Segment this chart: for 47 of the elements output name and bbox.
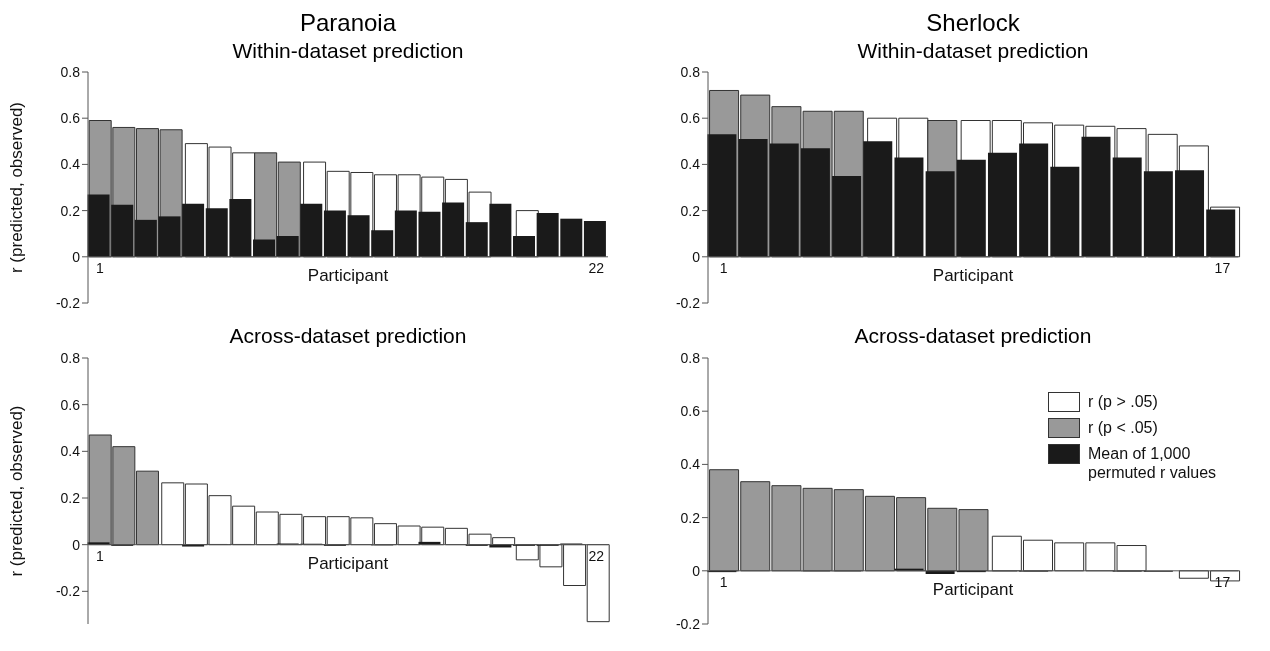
y-tick-label: 0.6 — [680, 403, 701, 420]
y-tick-label: 0.4 — [60, 156, 81, 173]
y-tick-label: 0 — [72, 536, 81, 553]
x-tick-label: 1 — [719, 573, 728, 590]
y-axis-title: r (predicted, observed) — [7, 405, 27, 577]
x-tick-label: 1 — [95, 547, 104, 564]
y-tick-label: 0.6 — [680, 110, 701, 127]
x-tick-label: 17 — [1214, 573, 1231, 590]
chart-title: Paranoia — [298, 8, 398, 38]
y-tick-label: 0.4 — [680, 156, 701, 173]
chart-title: Across-dataset prediction — [853, 323, 1093, 349]
x-tick-label: 1 — [95, 259, 104, 276]
y-axis-title: r (predicted, observed) — [7, 101, 27, 274]
y-tick-label: 0 — [692, 562, 701, 579]
y-tick-label: 0.4 — [680, 456, 701, 473]
chart-subtitle: Within-dataset prediction — [231, 38, 465, 64]
x-tick-label: 22 — [588, 259, 605, 276]
y-tick-label: -0.2 — [55, 294, 81, 311]
y-tick-label: 0.8 — [680, 63, 701, 80]
x-axis-title: Participant — [307, 553, 389, 573]
y-tick-label: 0.8 — [60, 349, 81, 366]
x-tick-label: 17 — [1214, 259, 1231, 276]
y-tick-label: 0.4 — [60, 443, 81, 460]
x-tick-label: 22 — [588, 547, 605, 564]
y-tick-label: 0.6 — [60, 110, 81, 127]
y-tick-label: 0.2 — [680, 509, 701, 526]
x-tick-label: 1 — [719, 259, 728, 276]
y-tick-label: 0.2 — [680, 202, 701, 219]
y-tick-label: -0.2 — [675, 294, 701, 311]
y-tick-label: 0 — [692, 248, 701, 265]
y-tick-label: -0.2 — [675, 615, 701, 632]
chart-title: Across-dataset prediction — [228, 323, 468, 349]
legend-label: r (p > .05) — [1088, 392, 1158, 411]
x-axis-title: Participant — [307, 265, 389, 285]
y-tick-label: 0 — [72, 248, 81, 265]
chart-subtitle: Within-dataset prediction — [856, 38, 1090, 64]
y-tick-label: 0.6 — [60, 396, 81, 413]
chart-title: Sherlock — [925, 8, 1021, 38]
y-tick-label: 0.8 — [60, 63, 81, 80]
x-axis-title: Participant — [932, 265, 1014, 285]
y-tick-label: 0.2 — [60, 202, 81, 219]
y-tick-label: 0.2 — [60, 489, 81, 506]
x-axis-title: Participant — [932, 579, 1014, 599]
y-tick-label: 0.8 — [680, 349, 701, 366]
legend-label: r (p < .05) — [1088, 418, 1158, 437]
y-tick-label: -0.2 — [55, 583, 81, 600]
legend-label: Mean of 1,000 permuted r values — [1088, 444, 1218, 482]
